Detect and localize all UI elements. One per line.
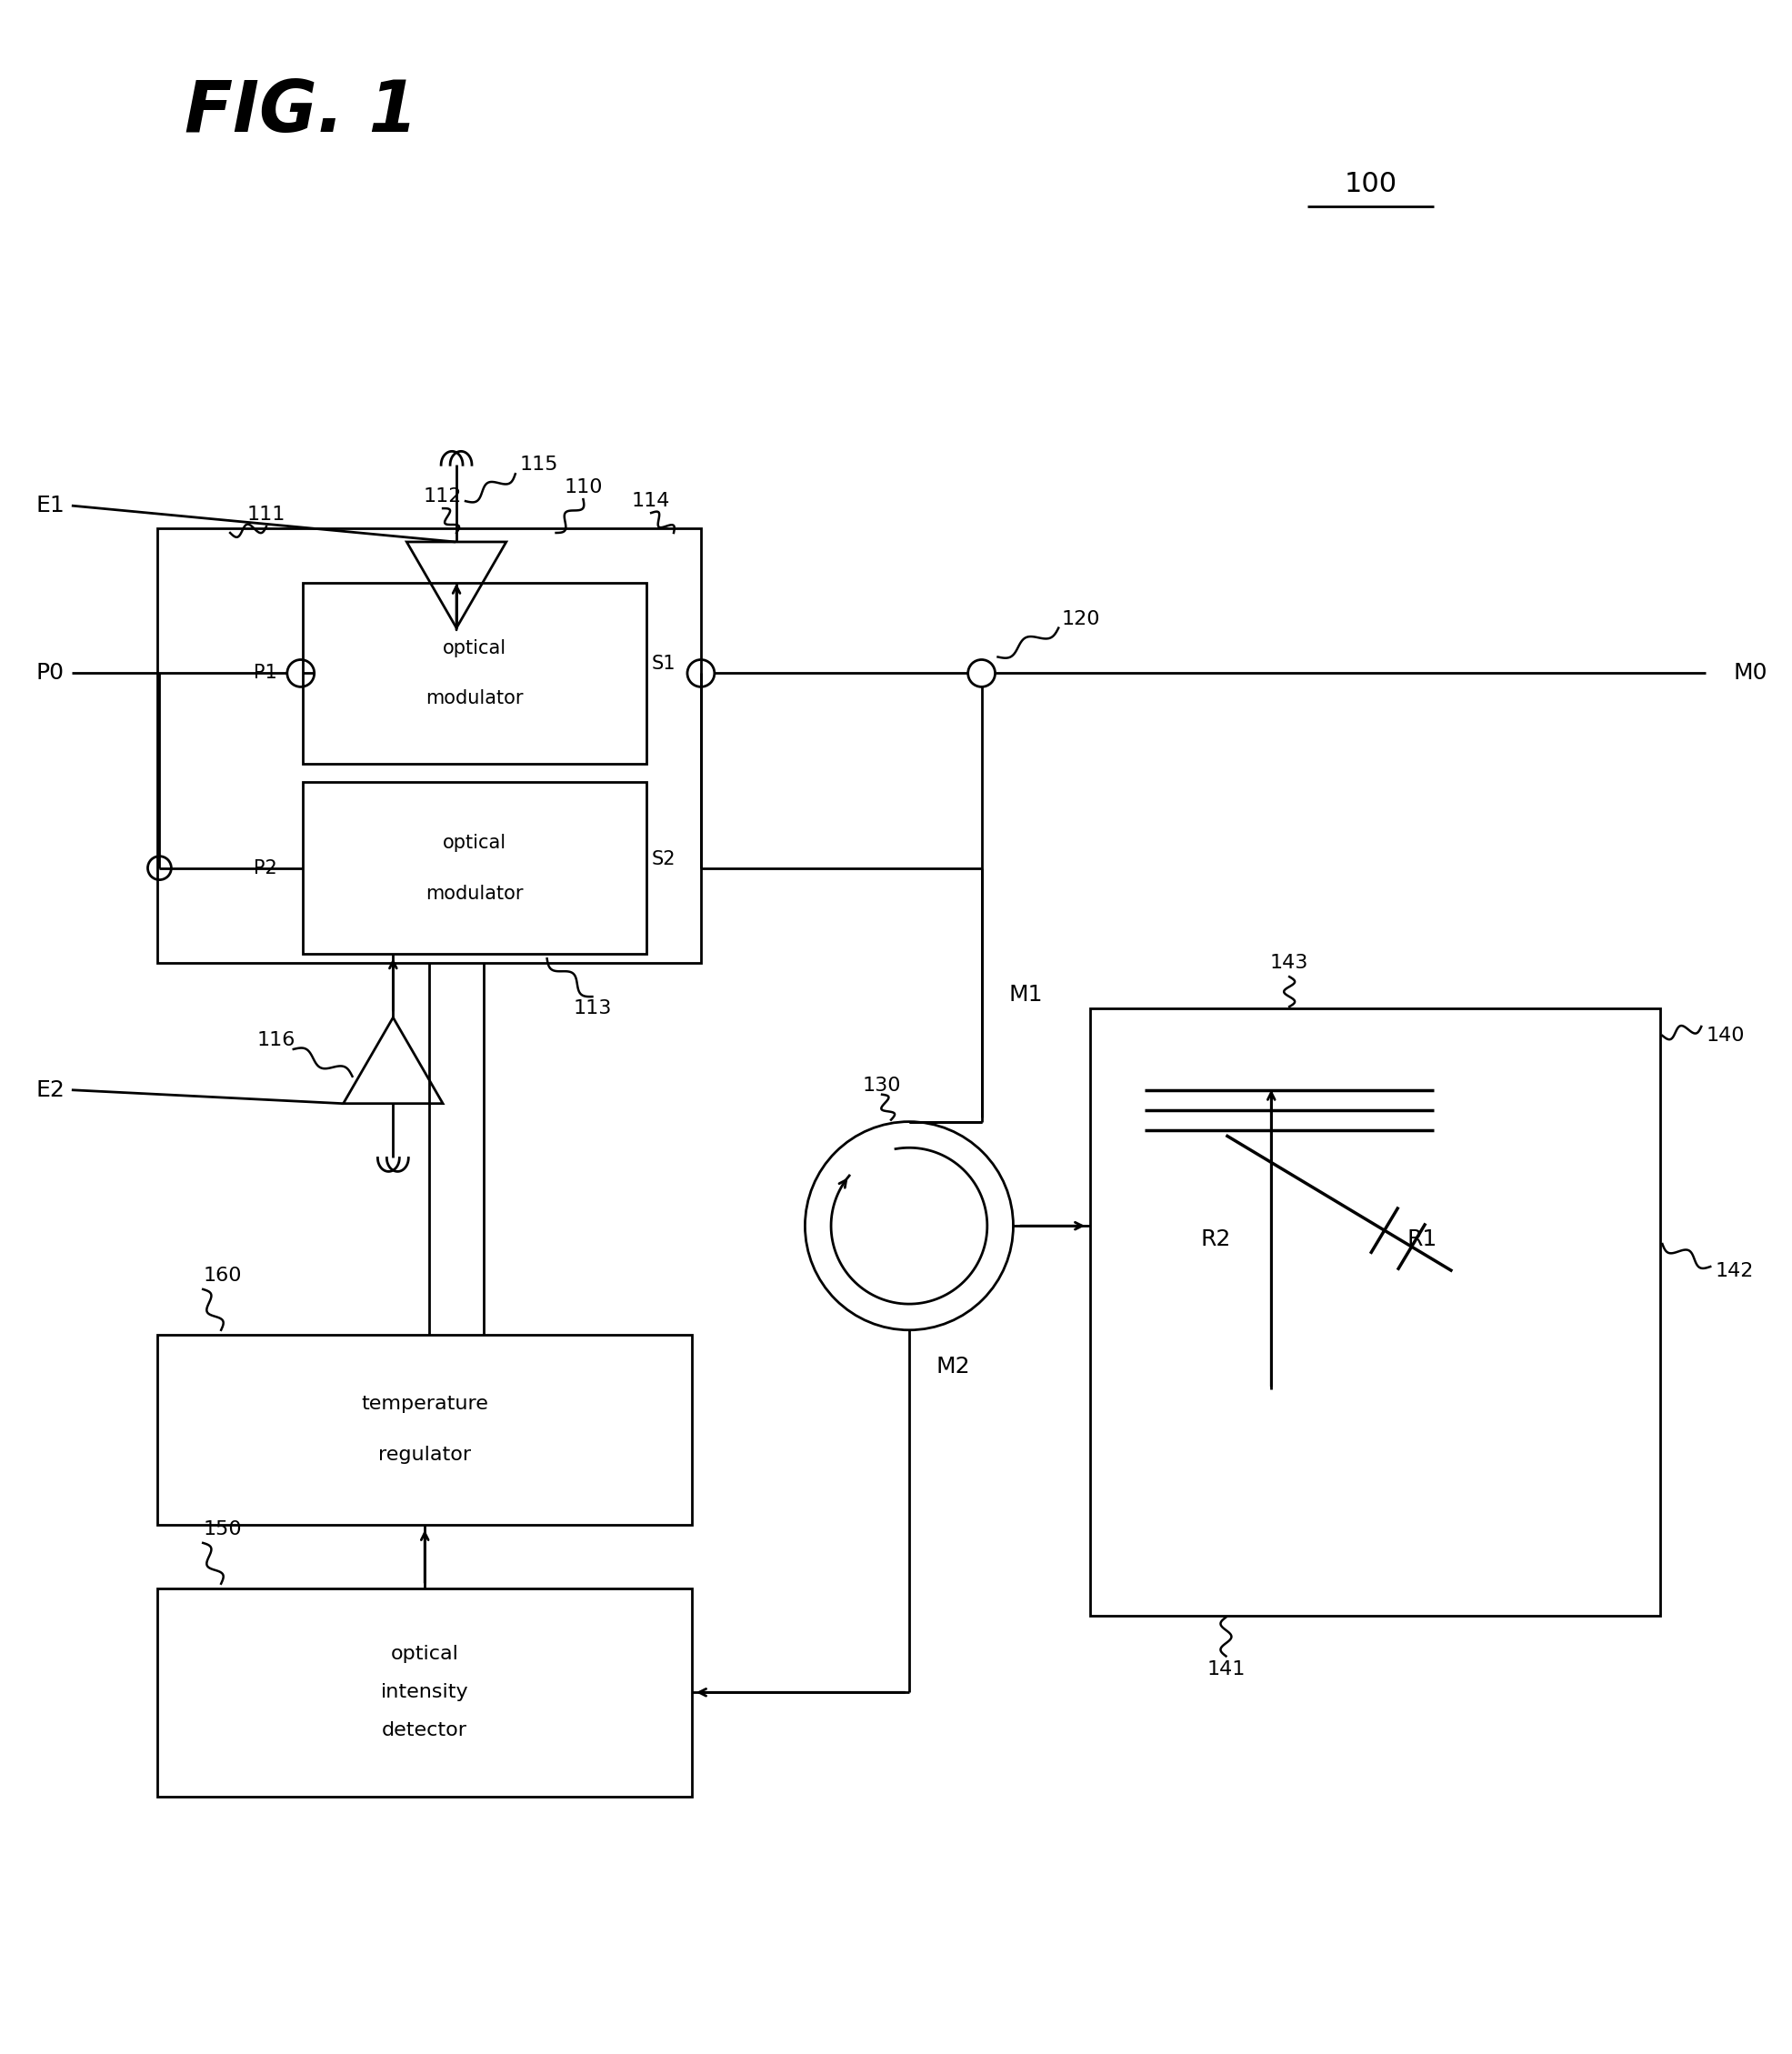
Text: E2: E2 [36, 1078, 65, 1101]
Bar [158, 1588, 692, 1797]
Text: optical: optical [443, 834, 507, 852]
Text: S1: S1 [650, 655, 676, 674]
Text: modulator: modulator [426, 690, 523, 709]
Text: R1: R1 [1407, 1228, 1437, 1251]
Text: M2: M2 [935, 1356, 971, 1376]
Text: 115: 115 [520, 456, 559, 474]
Text: regulator: regulator [378, 1446, 471, 1465]
Text: P2: P2 [254, 859, 278, 877]
Text: intensity: intensity [382, 1684, 470, 1701]
Text: 113: 113 [573, 1000, 611, 1017]
Bar [303, 783, 647, 953]
Text: S2: S2 [650, 850, 676, 869]
Text: optical: optical [443, 639, 507, 657]
Text: M1: M1 [1009, 984, 1043, 1006]
Text: 111: 111 [247, 505, 285, 524]
Text: 141: 141 [1206, 1660, 1245, 1678]
Text: optical: optical [391, 1645, 459, 1664]
Text: 112: 112 [423, 487, 462, 505]
Text: P0: P0 [36, 661, 65, 684]
Bar [158, 1335, 692, 1524]
Text: 100: 100 [1344, 170, 1398, 197]
Text: 142: 142 [1715, 1261, 1753, 1280]
Bar [1090, 1009, 1661, 1614]
Text: P1: P1 [254, 663, 278, 682]
Text: 114: 114 [633, 493, 670, 509]
Text: temperature: temperature [362, 1395, 489, 1413]
Text: 120: 120 [1063, 610, 1100, 629]
Text: 140: 140 [1706, 1027, 1744, 1045]
Text: FIG. 1: FIG. 1 [185, 78, 418, 146]
Text: R2: R2 [1201, 1228, 1231, 1251]
Text: modulator: modulator [426, 885, 523, 902]
Bar [303, 583, 647, 764]
Text: E1: E1 [36, 495, 65, 516]
Text: 116: 116 [258, 1031, 296, 1050]
Text: 160: 160 [202, 1267, 242, 1284]
Bar [158, 528, 701, 963]
Text: 130: 130 [862, 1076, 901, 1095]
Text: 143: 143 [1271, 953, 1308, 972]
Text: 110: 110 [564, 479, 602, 497]
Text: detector: detector [382, 1721, 468, 1740]
Text: 150: 150 [202, 1520, 242, 1538]
Text: M0: M0 [1733, 661, 1767, 684]
